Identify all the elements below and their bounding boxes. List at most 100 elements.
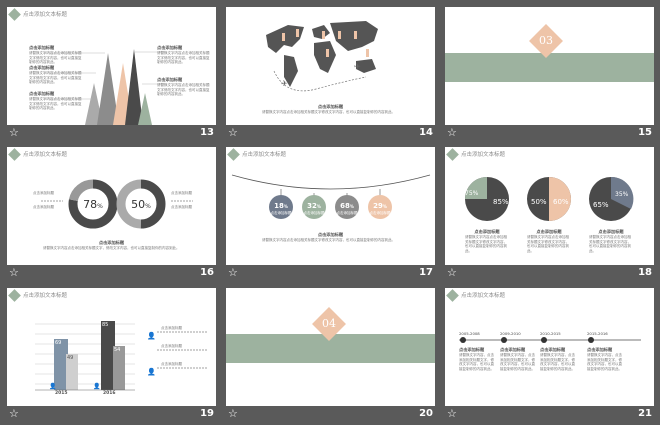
slide-title: 点击添加文本标题 — [461, 152, 506, 158]
world-map: ✈ ✈ — [266, 21, 378, 92]
center-paragraph: 请替换文字内容点击添加相关标题文字修改文字内容，也可以直接复制你的内容到此。 — [262, 110, 395, 114]
text-block: 点击添加标题 请替换文字内容点击添加相关标题文字修改文字内容，也可以直接复制你的… — [157, 45, 210, 64]
text-block: 点击添加标题 — [171, 205, 192, 209]
thumbnail-15[interactable]: 03 ☆ 15 — [445, 7, 654, 143]
cone-1 — [85, 83, 103, 125]
bar-label: 49 — [67, 355, 74, 361]
star-icon[interactable]: ☆ — [9, 266, 19, 279]
slide-number: 15 — [638, 127, 652, 138]
thumbnail-footer: ☆ 14 — [226, 125, 435, 143]
thumbnail-13[interactable]: 点击添加文本标题 点击添加标题 请替换文字内容点击添加相关标题文字修改文字内容，… — [7, 7, 216, 143]
text-block: 点击添加标题 — [161, 362, 182, 366]
slide-canvas: 点击添加文本标题 点击添加标题 请替换文字内容点击添加相关标题文字修改文字内容，… — [7, 7, 216, 125]
slide-canvas: 点击添加文本标题 18% 32% 68% 29% 点击添加标题 点击添加标题 点… — [226, 147, 435, 265]
ring-1-rest — [68, 179, 118, 229]
cone-2 — [97, 53, 119, 125]
slide-title: 点击添加文本标题 — [23, 152, 68, 158]
text-block: 点击添加标题 请替换文字内容，点击添加相关标题文字，修改文字内容，也可以直接复制你… — [540, 347, 575, 371]
ring-charts — [41, 179, 193, 229]
hanging-tags — [231, 174, 431, 219]
star-icon[interactable]: ☆ — [447, 126, 457, 139]
thumbnail-16[interactable]: 点击添加文本标题 78% 50% 点击添加标题 点击添加标题 点击添加标题 点击… — [7, 147, 216, 283]
star-icon[interactable]: ☆ — [228, 126, 238, 139]
tag-2-value: 32% — [307, 202, 321, 210]
thumbnail-19[interactable]: 点击添加文本标题 👤 👤 👤 👤 69 49 85 54 2015 — [7, 288, 216, 424]
star-icon[interactable]: ☆ — [228, 407, 238, 420]
bar-chart: 👤 👤 👤 👤 — [35, 321, 207, 391]
bar-label: 54 — [114, 347, 121, 353]
thumbnail-21[interactable]: 点击添加文本标题 2005-2008 2009-2010 2010-2015 2… — [445, 288, 654, 424]
text-block: 点击添加标题 请替换文字内容，点击添加相关标题文字，修改文字内容，也可以直接复制你… — [587, 347, 622, 371]
slide-canvas: 点击添加文本标题 👤 👤 👤 👤 69 49 85 54 2015 — [7, 288, 216, 406]
text-block: 点击添加标题 请替换文字内容点击添加相关标题文字修改文字内容，也可以直接复制你的… — [29, 45, 82, 64]
pie-charts — [465, 176, 634, 221]
person-icon: 👤 — [147, 331, 156, 340]
text-block: 点击添加标题 — [161, 326, 182, 330]
timeline-year: 2015-2016 — [587, 331, 608, 336]
map-americas-south — [284, 55, 298, 87]
year-label: 2015 — [55, 391, 68, 396]
thumbnail-footer: ☆ 20 — [226, 406, 435, 424]
slide-title: 点击添加文本标题 — [23, 12, 68, 18]
center-heading: 点击添加标题 — [98, 240, 125, 245]
pie-1-slice — [465, 177, 487, 199]
timeline-node — [460, 337, 466, 343]
text-block: 点击添加标题 请替换文字内容点击添加相关标题文字修改文字内容，也可以直接复制你的… — [157, 77, 210, 96]
slide-number: 19 — [200, 408, 214, 419]
text-block: 点击添加标题 请替换文字内容点击添加相关标题文字修改文字内容，也可以直接复制你的… — [29, 65, 82, 84]
star-icon[interactable]: ☆ — [447, 266, 457, 279]
slide-number: 16 — [200, 267, 214, 278]
thumbnail-18[interactable]: 点击添加文本标题 75% 85% 50% 60% 65% 35% 点击添加标题 … — [445, 147, 654, 283]
pie-1-b: 85% — [493, 198, 509, 206]
tag-1 — [269, 189, 293, 219]
timeline — [459, 337, 641, 343]
timeline-node — [501, 337, 507, 343]
bar-label: 85 — [102, 322, 109, 328]
map-australia — [356, 59, 376, 73]
thumbnail-footer: ☆ 21 — [445, 406, 654, 424]
center-heading: 点击添加标题 — [317, 232, 344, 237]
timeline-node — [588, 337, 594, 343]
center-paragraph: 请替换文字内容点击添加相关标题文字，修改文字内容，也可以直接复制你的内容到此。 — [43, 246, 180, 250]
slide-canvas: ✈ ✈ 点击添加标题 请替换文字内容点击添加相关标题文字修改文字内容，也可以直接… — [226, 7, 435, 125]
thumbnail-footer: ☆ 15 — [445, 125, 654, 143]
slide-canvas: 点击添加文本标题 78% 50% 点击添加标题 点击添加标题 点击添加标题 点击… — [7, 147, 216, 265]
tag-3-value: 68% — [340, 202, 354, 210]
ring-1-value: 78% — [83, 198, 103, 211]
section-number: 04 — [322, 317, 336, 330]
star-icon[interactable]: ☆ — [9, 407, 19, 420]
cone-4 — [125, 49, 143, 125]
pie-3-a: 65% — [593, 201, 609, 209]
star-icon[interactable]: ☆ — [228, 266, 238, 279]
center-heading: 点击添加标题 — [317, 104, 344, 109]
thumbnail-14[interactable]: ✈ ✈ 点击添加标题 请替换文字内容点击添加相关标题文字修改文字内容，也可以直接… — [226, 7, 435, 143]
text-block: 点击添加标题 — [171, 191, 192, 195]
slide-number: 14 — [419, 127, 433, 138]
slide-title: 点击添加文本标题 — [242, 152, 287, 158]
text-block: 点击添加标题 请替换文字内容，点击添加相关标题文字，修改文字内容，也可以直接复制你… — [500, 347, 535, 371]
airplane-icon: ✈ — [354, 62, 361, 71]
thumbnail-footer: ☆ 16 — [7, 265, 216, 283]
flight-path — [273, 70, 367, 92]
tag-1-value: 18% — [274, 202, 288, 210]
star-icon[interactable]: ☆ — [447, 407, 457, 420]
string — [231, 174, 431, 190]
star-icon[interactable]: ☆ — [9, 126, 19, 139]
slide-number: 13 — [200, 127, 214, 138]
slide-canvas: 04 — [226, 288, 435, 406]
bar-2016-a — [101, 321, 115, 390]
timeline-year: 2009-2010 — [500, 331, 521, 336]
pie-3-b: 35% — [615, 191, 629, 198]
text-block: 点击添加标题 — [161, 344, 182, 348]
slide-canvas: 03 — [445, 7, 654, 125]
text-block: 点击添加标题 — [33, 191, 54, 195]
thumbnail-20[interactable]: 04 ☆ 20 — [226, 288, 435, 424]
section-number: 03 — [539, 34, 553, 47]
ring-2-rest — [116, 179, 166, 229]
cone-chart — [43, 49, 165, 125]
slide-canvas: 点击添加文本标题 75% 85% 50% 60% 65% 35% 点击添加标题 … — [445, 147, 654, 265]
thumbnail-17[interactable]: 点击添加文本标题 18% 32% 68% 29% 点击添加标题 点击添加标题 点… — [226, 147, 435, 283]
center-paragraph: 请替换文字内容点击添加相关标题文字修改文字内容，也可以直接复制你的内容到此。 — [262, 238, 395, 242]
slide-number: 17 — [419, 267, 433, 278]
tag-2 — [302, 193, 326, 219]
